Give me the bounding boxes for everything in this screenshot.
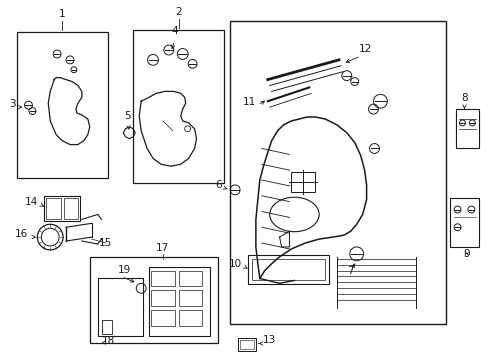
Text: 17: 17 <box>156 243 169 253</box>
Bar <box>230 21 445 324</box>
Text: 6: 6 <box>215 180 222 190</box>
Bar <box>90 257 218 343</box>
Bar <box>179 290 202 306</box>
Text: 12: 12 <box>358 44 371 54</box>
Text: 3: 3 <box>9 99 16 109</box>
Bar <box>64 198 78 219</box>
Text: 7: 7 <box>347 266 353 275</box>
Text: 10: 10 <box>228 258 242 269</box>
Bar <box>133 30 224 183</box>
Text: 1: 1 <box>59 9 65 19</box>
Text: 2: 2 <box>175 6 182 17</box>
Bar <box>46 198 61 219</box>
Bar <box>44 196 80 221</box>
Text: 4: 4 <box>171 26 178 36</box>
Bar <box>179 271 202 286</box>
Bar <box>240 339 253 349</box>
Bar <box>449 198 478 247</box>
Bar <box>251 259 325 280</box>
Bar <box>247 255 328 284</box>
Bar <box>151 271 174 286</box>
Text: 18: 18 <box>102 337 115 346</box>
Text: 15: 15 <box>99 238 112 248</box>
Text: 5: 5 <box>124 111 130 121</box>
Bar <box>98 278 143 336</box>
Bar <box>291 172 315 192</box>
Bar <box>238 338 255 351</box>
Bar <box>151 290 174 306</box>
Bar <box>179 310 202 326</box>
Text: 9: 9 <box>462 249 469 259</box>
Bar <box>455 109 478 148</box>
Bar <box>102 320 111 334</box>
Text: 19: 19 <box>117 265 130 275</box>
Text: 11: 11 <box>242 97 255 107</box>
Text: 16: 16 <box>15 229 28 239</box>
Text: 8: 8 <box>460 93 467 103</box>
Bar <box>17 32 107 178</box>
Text: 14: 14 <box>25 197 38 207</box>
Bar <box>151 310 174 326</box>
Text: 13: 13 <box>262 336 275 346</box>
Bar <box>149 267 210 336</box>
